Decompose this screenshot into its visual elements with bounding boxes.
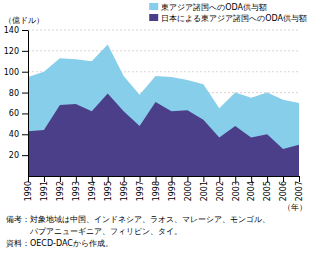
chart: 1990 1991 1992 1993 1994 1995 1996 1997 1998 1999… xyxy=(0,0,311,254)
tick: 60 xyxy=(9,109,28,118)
area xyxy=(28,94,299,176)
tick-label: 2000 xyxy=(184,181,193,201)
tick-label: 1999 xyxy=(168,181,177,201)
legend-swatch xyxy=(149,14,158,21)
tick: 20 xyxy=(9,151,28,160)
tick: 1990 xyxy=(24,176,33,201)
tick: 1999 xyxy=(168,176,177,201)
axis-line xyxy=(28,31,29,177)
annotation: パプアニューギニア、フィリピン、タイ。 xyxy=(6,227,182,236)
x-axis: 1990 1991 1992 1993 1994 1995 1996 1997 1998 1999… xyxy=(24,176,304,201)
tick-label: 2006 xyxy=(279,181,288,201)
plot: 1990 1991 1992 1993 1994 1995 1996 1997 1998 1999… xyxy=(4,26,305,201)
tick-label: 2005 xyxy=(263,181,272,201)
annotation: 資料：OECD-DACから作成。 xyxy=(6,239,113,248)
tick-mark xyxy=(22,155,28,156)
tick-label: 1996 xyxy=(120,181,129,201)
tick: 1991 xyxy=(40,176,49,201)
legend: 東アジア諸国へのODA供与額日本による東アジア諸国へのODA供与額 xyxy=(149,3,307,23)
tick-label: 1997 xyxy=(136,181,145,201)
tick-label: 2003 xyxy=(232,181,241,201)
tick-label: 1990 xyxy=(24,181,33,201)
tick-label: 2007 xyxy=(295,181,304,201)
tick: 1996 xyxy=(120,176,129,201)
tick: 2007 xyxy=(295,176,304,201)
tick-label: 2001 xyxy=(200,181,209,201)
tick: 2004 xyxy=(247,176,256,201)
y-axis: 20 40 60 80 100 120 140 xyxy=(4,26,29,176)
tick: 2002 xyxy=(216,176,225,201)
x-axis-label: （年） xyxy=(283,203,307,212)
tick: 2000 xyxy=(184,176,193,201)
annotation: 備考：対象地域は中国、インドネシア、ラオス、マレーシア、モンゴル、 xyxy=(6,215,270,224)
tick: 100 xyxy=(4,68,28,77)
tick-label: 120 xyxy=(4,47,19,56)
tick-label: 20 xyxy=(9,151,19,160)
tick-mark xyxy=(22,113,28,114)
tick: 1997 xyxy=(136,176,145,201)
tick-label: 1993 xyxy=(72,181,81,201)
tick: 40 xyxy=(9,130,28,139)
legend-label: 日本による東アジア諸国へのODA供与額 xyxy=(161,14,307,23)
tick: 2006 xyxy=(279,176,288,201)
tick-label: 40 xyxy=(9,130,19,139)
tick-label: 100 xyxy=(4,68,19,77)
tick-mark xyxy=(22,134,28,135)
tick-mark xyxy=(22,93,28,94)
tick-mark xyxy=(22,51,28,52)
tick-mark xyxy=(22,72,28,73)
tick-label: 2004 xyxy=(247,181,256,201)
tick-label: 80 xyxy=(9,89,19,98)
tick-mark xyxy=(22,30,28,31)
tick-label: 2002 xyxy=(216,181,225,201)
tick-label: 1994 xyxy=(88,181,97,201)
tick: 1995 xyxy=(104,176,113,201)
tick: 2005 xyxy=(263,176,272,201)
tick: 2001 xyxy=(200,176,209,201)
areas xyxy=(28,45,299,176)
tick: 80 xyxy=(9,89,28,98)
tick: 2003 xyxy=(232,176,241,201)
axis-line xyxy=(29,176,300,177)
tick: 1998 xyxy=(152,176,161,201)
tick-label: 140 xyxy=(4,26,19,35)
tick-label: 1992 xyxy=(56,181,65,201)
tick-label: 1991 xyxy=(40,181,49,201)
tick: 120 xyxy=(4,47,28,56)
legend-swatch xyxy=(149,3,158,10)
tick: 140 xyxy=(4,26,28,35)
grid-line xyxy=(28,50,299,51)
area xyxy=(28,45,299,176)
legend-item: 東アジア諸国へのODA供与額 xyxy=(149,3,267,12)
tick-label: 60 xyxy=(9,109,19,118)
tick: 1993 xyxy=(72,176,81,201)
y-axis-label: （億ドル） xyxy=(4,16,44,25)
grid-line xyxy=(28,30,299,31)
tick-label: 1995 xyxy=(104,181,113,201)
tick: 1992 xyxy=(56,176,65,201)
legend-label: 東アジア諸国へのODA供与額 xyxy=(161,3,267,12)
tick: 1994 xyxy=(88,176,97,201)
legend-item: 日本による東アジア諸国へのODA供与額 xyxy=(149,14,307,23)
tick-label: 1998 xyxy=(152,181,161,201)
